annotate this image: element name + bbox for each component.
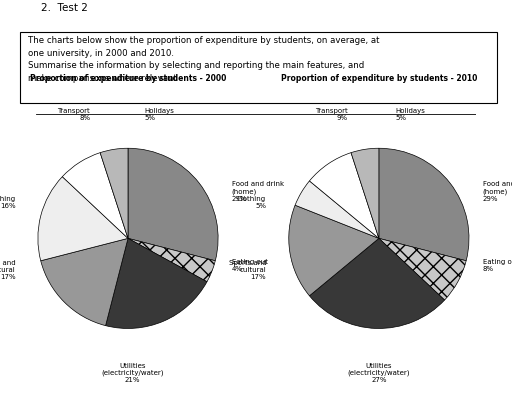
Wedge shape [100, 148, 128, 238]
Text: Transport
8%: Transport 8% [57, 108, 90, 121]
Wedge shape [309, 238, 444, 328]
Wedge shape [309, 153, 379, 238]
Text: Food and drink
(home)
29%: Food and drink (home) 29% [482, 181, 512, 202]
Title: Proportion of expenditure by students - 2010: Proportion of expenditure by students - … [281, 74, 477, 83]
Wedge shape [289, 205, 379, 296]
Text: Holidays
5%: Holidays 5% [395, 108, 425, 121]
Text: Eating out
8%: Eating out 8% [482, 259, 512, 272]
Text: Holidays
5%: Holidays 5% [144, 108, 174, 121]
Text: Utilities
(electricity/water)
21%: Utilities (electricity/water) 21% [101, 363, 164, 383]
Text: Utilities
(electricity/water)
27%: Utilities (electricity/water) 27% [348, 363, 410, 383]
Wedge shape [379, 148, 469, 261]
Text: Sports and
cultural
17%: Sports and cultural 17% [229, 260, 266, 280]
FancyBboxPatch shape [20, 32, 497, 103]
Text: Food and drink
(home)
29%: Food and drink (home) 29% [231, 181, 284, 202]
Text: Transport
9%: Transport 9% [314, 108, 347, 121]
Wedge shape [62, 153, 128, 238]
Text: Clothing
5%: Clothing 5% [237, 196, 266, 209]
Wedge shape [379, 238, 466, 300]
Text: Clothing
16%: Clothing 16% [0, 196, 15, 209]
Text: Eating out
4%: Eating out 4% [231, 259, 268, 272]
Text: 2.  Test 2: 2. Test 2 [41, 3, 88, 13]
Text: The charts below show the proportion of expenditure by students, on average, at
: The charts below show the proportion of … [28, 36, 380, 83]
Wedge shape [128, 238, 215, 282]
Text: Sports and
cultural
17%: Sports and cultural 17% [0, 260, 15, 280]
Wedge shape [41, 238, 128, 326]
Wedge shape [128, 148, 218, 261]
Wedge shape [38, 177, 128, 261]
Wedge shape [105, 238, 207, 328]
Wedge shape [351, 148, 379, 238]
Title: Proportion of expenditure by students - 2000: Proportion of expenditure by students - … [30, 74, 226, 83]
Wedge shape [295, 181, 379, 238]
